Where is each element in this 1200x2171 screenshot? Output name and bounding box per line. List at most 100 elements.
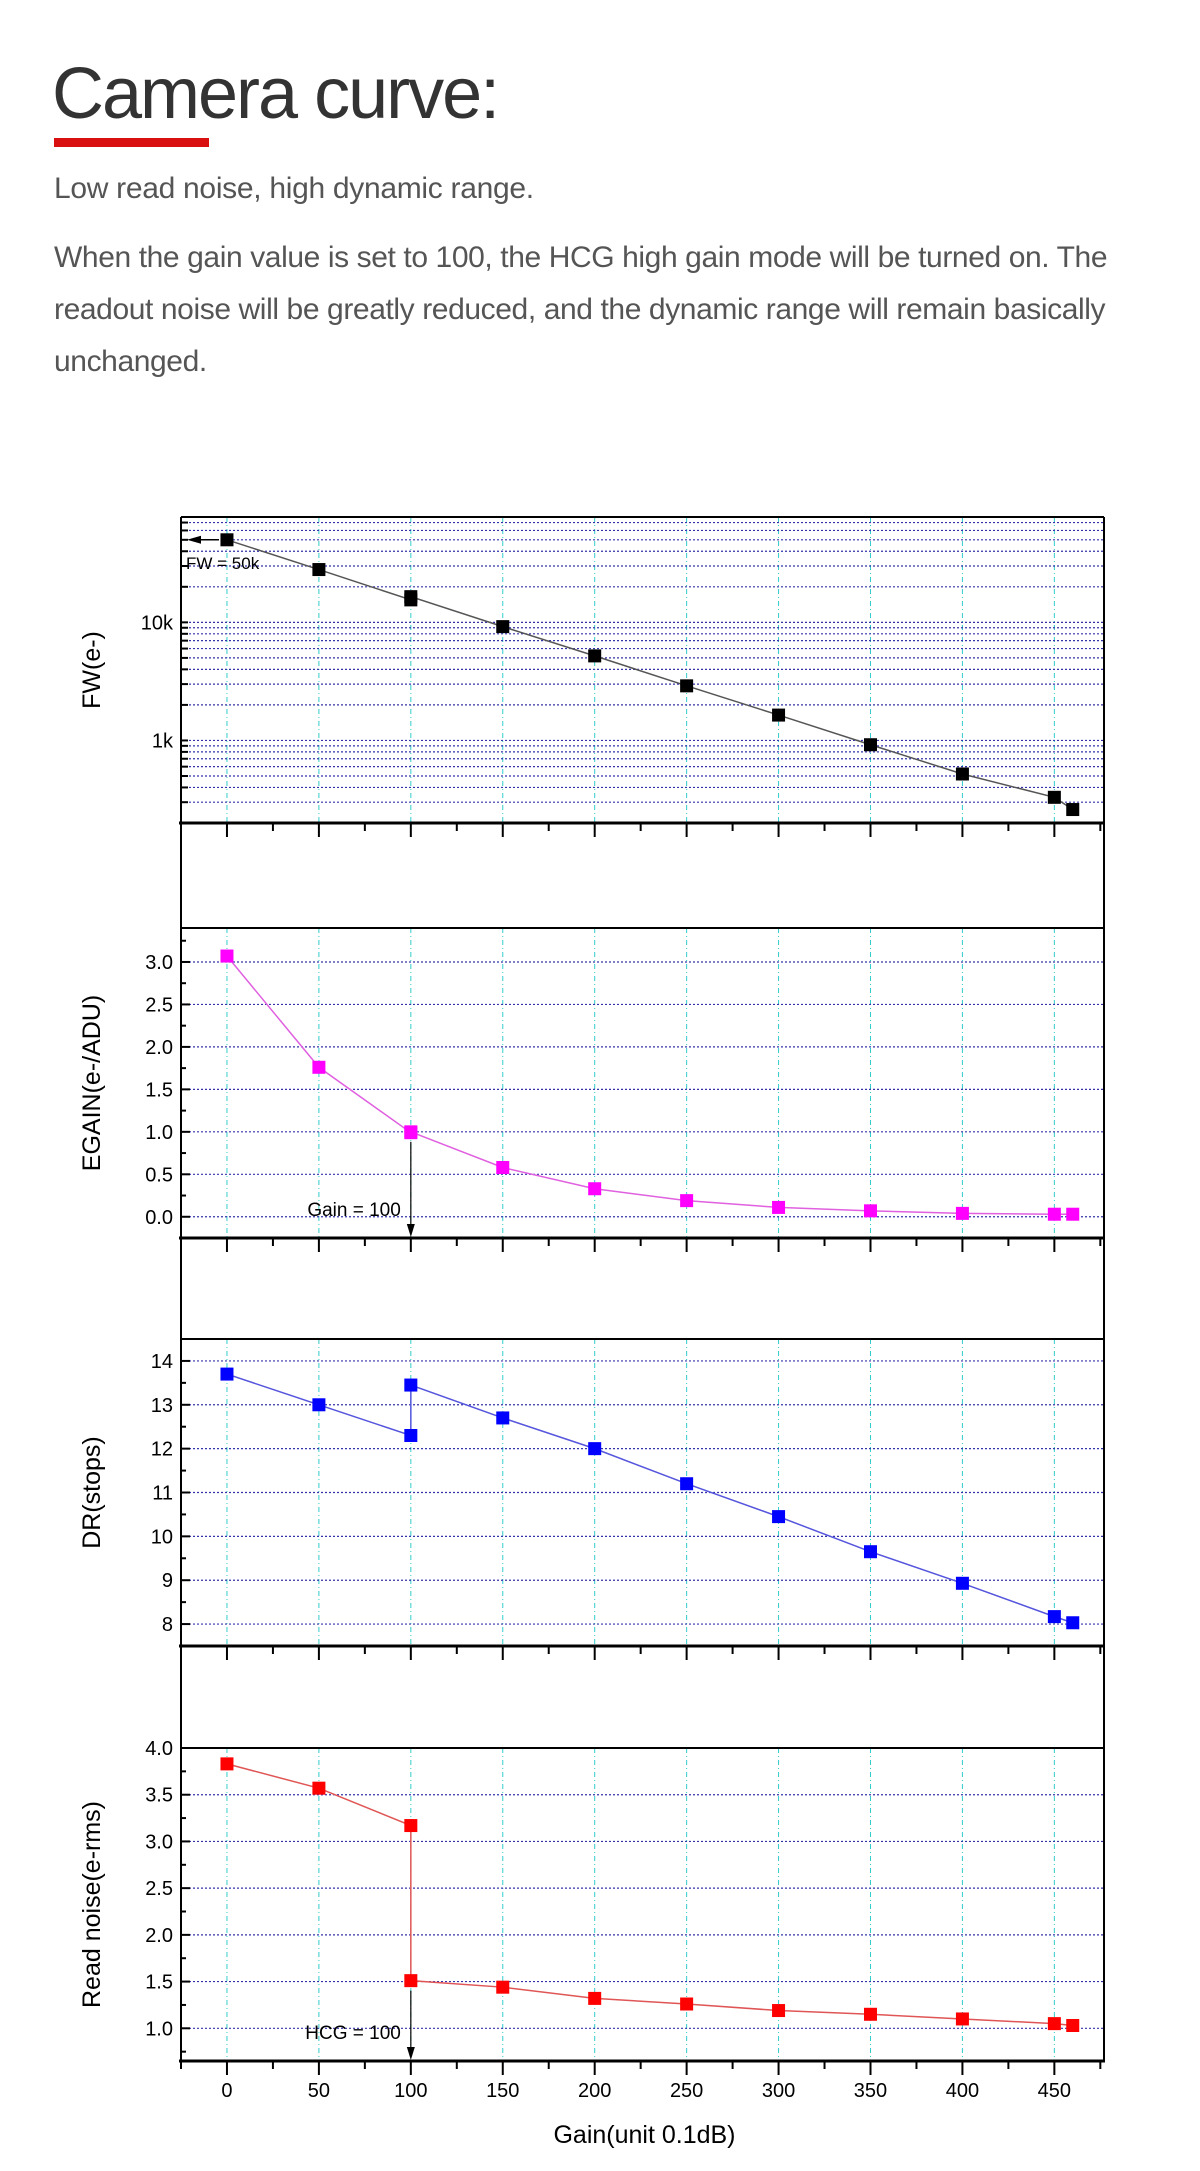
- data-point: [680, 679, 694, 693]
- data-point: [955, 767, 969, 781]
- data-point: [1047, 2017, 1061, 2031]
- panel-read-noise: 1.0 1.5 2.0 2.5 3.0 3.5 4.0 Read noise(e-rms) HC…: [78, 1738, 1105, 2075]
- series-line: [226, 539, 1074, 811]
- y-axis-label: Read noise(e-rms): [78, 1801, 106, 2008]
- data-point: [955, 1576, 969, 1590]
- y-tick-label: 13: [151, 1395, 173, 1417]
- data-point: [863, 738, 877, 752]
- data-point: [496, 1980, 510, 1994]
- data-point: [312, 563, 326, 577]
- data-point: [588, 1991, 602, 2005]
- data-point: [312, 1781, 326, 1795]
- data-point: [220, 1757, 234, 1771]
- data-point: [1066, 2018, 1080, 2032]
- panel-dr: 8 9 10 11 12 13 14 DR(stops): [78, 1338, 1105, 1660]
- x-tick-label: 150: [486, 2080, 519, 2102]
- data-point: [1066, 803, 1080, 817]
- data-point: [1066, 1616, 1080, 1630]
- arrow-down-icon: [406, 2047, 415, 2060]
- data-point: [496, 620, 510, 634]
- arrow-down-icon: [406, 1224, 415, 1237]
- x-tick-label: 300: [762, 2080, 795, 2102]
- y-tick-label: 2.0: [145, 1037, 173, 1059]
- y-tick-label: 10: [151, 1526, 173, 1548]
- data-point: [404, 1819, 418, 1833]
- annotation-label: FW = 50k: [186, 554, 260, 573]
- y-tick-label: 0.5: [145, 1164, 173, 1186]
- x-axis-label: Gain(unit 0.1dB): [553, 2121, 735, 2149]
- x-tick-label: 50: [308, 2080, 330, 2102]
- data-point: [772, 708, 786, 722]
- y-tick-label: 8: [162, 1614, 173, 1636]
- data-point: [496, 1161, 510, 1175]
- title-accent-underline: [54, 138, 209, 147]
- data-point: [220, 1367, 234, 1381]
- panel-egain: 0.0 0.5 1.0 1.5 2.0 2.5 3.0 EGAIN(e-/ADU) Gain =…: [78, 927, 1105, 1252]
- y-tick-label: 10k: [141, 612, 174, 634]
- y-tick-label: 3.0: [145, 952, 173, 974]
- y-axis-label: DR(stops): [78, 1436, 106, 1549]
- data-point: [680, 1477, 694, 1491]
- y-tick-label: 1.0: [145, 1122, 173, 1144]
- x-tick-label: 250: [670, 2080, 703, 2102]
- annotation-label: Gain = 100: [307, 1200, 401, 1221]
- data-point: [1047, 1207, 1061, 1221]
- data-point: [863, 2007, 877, 2021]
- y-tick-label: 1.0: [145, 2018, 173, 2040]
- y-tick-label: 2.0: [145, 1925, 173, 1947]
- y-tick-label: 1.5: [145, 1972, 173, 1994]
- y-axis-label: FW(e-): [78, 631, 106, 709]
- data-point: [404, 590, 418, 604]
- arrow-left-icon: [187, 535, 201, 544]
- y-tick-label: 2.5: [145, 994, 173, 1016]
- y-tick-label: 0.0: [145, 1207, 173, 1229]
- series-line: [226, 1373, 1073, 1624]
- y-tick-label: 1k: [152, 730, 174, 752]
- data-point: [1047, 790, 1061, 804]
- annotation-label: HCG = 100: [305, 2023, 401, 2044]
- data-point: [863, 1204, 877, 1218]
- data-point: [1047, 1610, 1061, 1624]
- panel-fw: 1k 10k FW(e-) FW = 50k: [78, 516, 1105, 837]
- x-tick-label: 400: [946, 2080, 979, 2102]
- data-point: [220, 949, 234, 963]
- description: When the gain value is set to 100, the H…: [54, 241, 1108, 378]
- y-tick-label: 3.0: [145, 1831, 173, 1853]
- y-tick-label: 9: [162, 1570, 173, 1592]
- data-point: [588, 1182, 602, 1196]
- data-point: [772, 1200, 786, 1214]
- series-line: [226, 1763, 1073, 2027]
- y-axis-label: EGAIN(e-/ADU): [78, 995, 106, 1171]
- data-point: [496, 1411, 510, 1425]
- x-tick-label: 0: [221, 2080, 232, 2102]
- data-point: [772, 1510, 786, 1524]
- x-tick-label: 450: [1038, 2080, 1071, 2102]
- y-tick-label: 12: [151, 1439, 173, 1461]
- data-point: [955, 1206, 969, 1220]
- y-tick-label: 3.5: [145, 1785, 173, 1807]
- page-title: Camera curve:: [52, 54, 500, 134]
- y-tick-label: 4.0: [145, 1738, 173, 1760]
- y-tick-label: 2.5: [145, 1878, 173, 1900]
- data-point: [404, 1974, 418, 1988]
- x-tick-label: 350: [854, 2080, 887, 2102]
- data-point: [1066, 1207, 1080, 1221]
- x-tick-label: 100: [394, 2080, 427, 2102]
- data-point: [863, 1545, 877, 1559]
- y-tick-label: 11: [152, 1483, 173, 1505]
- data-point: [588, 1442, 602, 1456]
- series-line: [226, 955, 1073, 1215]
- data-point: [404, 1378, 418, 1392]
- subtitle: Low read noise, high dynamic range.: [54, 172, 534, 205]
- data-point: [404, 1125, 418, 1139]
- data-point: [955, 2012, 969, 2026]
- data-point: [312, 1398, 326, 1412]
- data-point: [588, 649, 602, 663]
- data-point: [772, 2004, 786, 2018]
- data-point: [404, 1428, 418, 1442]
- y-tick-label: 14: [151, 1351, 173, 1373]
- data-point: [220, 533, 234, 547]
- y-tick-label: 1.5: [145, 1079, 173, 1101]
- data-point: [680, 1997, 694, 2011]
